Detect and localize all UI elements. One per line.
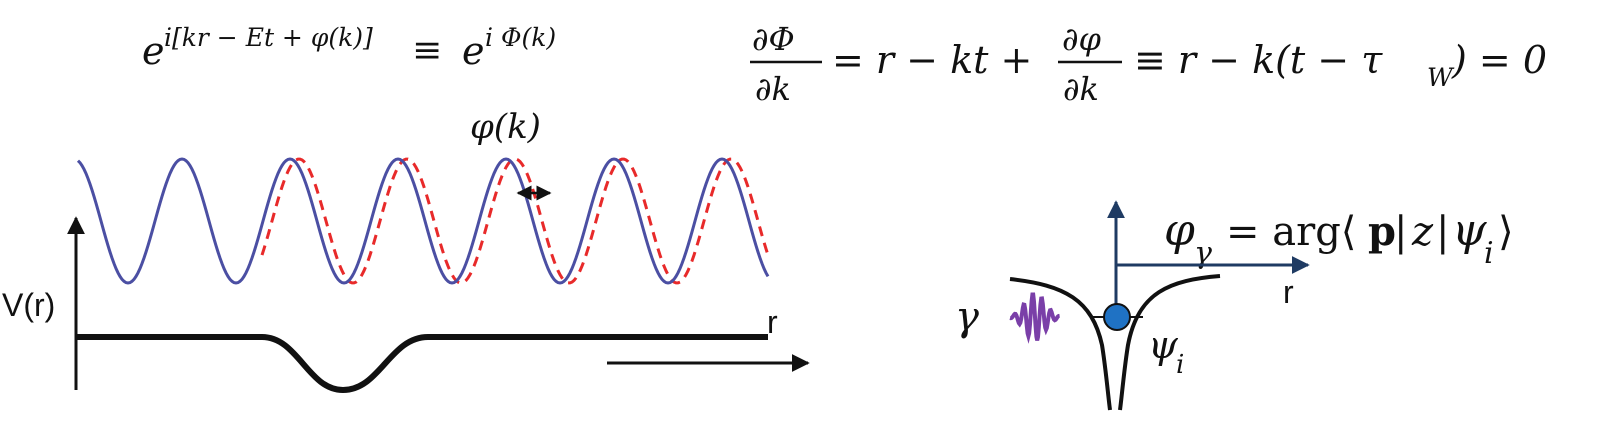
- svg-text:p: p: [1368, 208, 1396, 255]
- gamma-label: γ: [955, 294, 979, 340]
- svg-text:≡ r − k(t − τ: ≡ r − k(t − τ: [1134, 38, 1383, 82]
- svg-text:⟩: ⟩: [1498, 209, 1514, 255]
- free-wave-blue: [76, 157, 770, 285]
- phase-equation: e i[kr − Et + φ(k)] ≡ e i Φ(k): [142, 23, 556, 73]
- photoionization-phase-equation: φ γ = arg⟨ p | z | ψ i ⟩: [1164, 205, 1514, 271]
- svg-text:) = 0: ) = 0: [1451, 38, 1547, 82]
- svg-text:ψ: ψ: [1452, 205, 1487, 256]
- svg-text:|: |: [1436, 209, 1449, 255]
- r-axis-label-left: r: [767, 304, 778, 340]
- svg-text:e: e: [142, 29, 165, 73]
- svg-text:|: |: [1394, 209, 1407, 255]
- svg-text:i Φ(k): i Φ(k): [485, 23, 556, 52]
- photon-wave-packet: [1009, 292, 1060, 344]
- svg-text:e: e: [462, 29, 485, 73]
- shifted-wave-red: [260, 157, 770, 285]
- svg-text:= arg⟨: = arg⟨: [1226, 209, 1356, 255]
- svg-text:i: i: [1176, 350, 1184, 380]
- svg-text:= r − kt +: = r − kt +: [832, 38, 1032, 82]
- svg-text:ψ: ψ: [1148, 323, 1179, 367]
- svg-text:∂k: ∂k: [1063, 70, 1099, 108]
- coulomb-potential-left: [1009, 277, 1112, 411]
- coulomb-potential-right: [1118, 274, 1221, 411]
- svg-text:∂Φ: ∂Φ: [752, 20, 795, 58]
- svg-text:∂k: ∂k: [755, 70, 791, 108]
- svg-text:∂φ: ∂φ: [1062, 20, 1102, 58]
- svg-text:≡: ≡: [412, 30, 442, 71]
- svg-text:i: i: [1484, 236, 1494, 271]
- svg-text:γ: γ: [1194, 236, 1212, 271]
- r-axis-label-right: r: [1283, 274, 1294, 310]
- svg-text:φ: φ: [1164, 205, 1195, 256]
- v-axis-label: V(r): [2, 287, 55, 323]
- svg-text:W: W: [1427, 63, 1455, 92]
- svg-text:i[kr − Et + φ(k)]: i[kr − Et + φ(k)]: [164, 23, 373, 52]
- electron-marker: [1103, 303, 1131, 331]
- stationary-phase-equation: ∂Φ ∂k = r − kt + ∂φ ∂k ≡ r − k(t − τ W )…: [750, 20, 1547, 108]
- phi-k-label: φ(k): [470, 107, 541, 147]
- psi-i-label: ψ i: [1148, 323, 1184, 380]
- potential-well-curve: [76, 334, 768, 394]
- svg-text:z: z: [1411, 209, 1434, 255]
